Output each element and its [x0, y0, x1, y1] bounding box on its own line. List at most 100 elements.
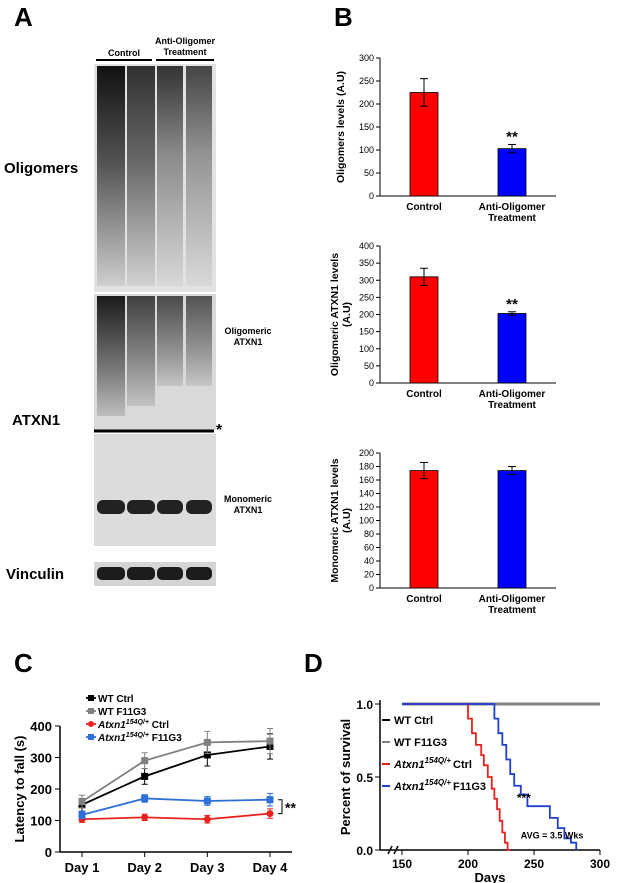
blot-atxn1-monomeric-background [94, 434, 216, 546]
B2-ytick-label: 250 [359, 292, 374, 302]
c-legend-item-2: WT F11G3 [98, 707, 147, 718]
d-xtick-label: 300 [590, 857, 610, 871]
blot-oligomers-lane-2 [127, 66, 155, 286]
c-series-line-3 [81, 812, 271, 821]
c-xtick-label: Day 2 [127, 860, 162, 875]
blot-vinculin-band-3 [157, 567, 183, 580]
c-series-line-4 [81, 797, 271, 816]
B3-ytick-label: 40 [364, 556, 374, 566]
c-legend-marker [88, 708, 94, 714]
c-point [141, 794, 149, 802]
blot-atxn1-lane-1 [97, 296, 125, 416]
chart-b3-monomeric-atxn1: 0 20 40 60 80 100 120 140 160 180 200 Monomeric ATX… [330, 448, 556, 616]
c-ylabel: Latency to fall (s) [12, 736, 27, 843]
panel-letter-b: B [334, 2, 353, 32]
blot-label-oligomeric-line2: ATXN1 [233, 337, 263, 347]
B2-ytick-label: 200 [359, 310, 374, 320]
d-ytick-label: 0.5 [356, 771, 373, 785]
B3-bar-2 [497, 470, 527, 589]
d-ylabel: Percent of survival [338, 719, 353, 835]
d-ytick-label: 0.0 [356, 844, 373, 858]
B1-significance: ** [506, 128, 518, 145]
c-legend-marker [88, 734, 94, 740]
B3-ytick-label: 180 [359, 462, 374, 472]
c-point [78, 811, 86, 819]
blot-group-treatment-line2: Treatment [163, 47, 207, 57]
blot-vinculin-band-1 [97, 567, 125, 580]
c-point [203, 797, 211, 805]
c-legend-item-3: Atxn1154Q/+ Ctrl [97, 719, 169, 731]
B1-ytick-label: 200 [359, 99, 374, 109]
d-ytick-label: 1.0 [356, 698, 373, 712]
d-legend-item-3: Atxn1154Q/+ Ctrl [393, 756, 472, 771]
c-xtick-label: Day 1 [65, 860, 100, 875]
c-ytick-label: 100 [30, 814, 52, 829]
c-significance-bracket [278, 799, 283, 815]
blot-atxn1-lane-4 [186, 296, 212, 386]
B3-category-label: Anti-Oligomer [479, 594, 546, 605]
d-annotation-avg: AVG = 3.5 Wks [521, 830, 584, 840]
B1-ylabel: Oligomers levels (A.U) [335, 71, 347, 183]
blot-oligomers-lane-4 [186, 66, 212, 286]
c-series-line-1 [81, 745, 271, 806]
B1-ytick-label: 150 [359, 122, 374, 132]
d-legend-item-1: WT Ctrl [394, 715, 433, 727]
c-series-line-2 [81, 740, 271, 803]
B1-ytick-label: 0 [369, 191, 374, 201]
B1-ytick-label: 250 [359, 76, 374, 86]
B1-ytick-label: 300 [359, 53, 374, 63]
blot-label-oligomers: Oligomers [4, 160, 79, 177]
B2-ylabel: Oligomeric ATXN1 levels [330, 253, 341, 376]
B3-ytick-label: 140 [359, 489, 374, 499]
panel-letter-a: A [14, 2, 33, 32]
c-ytick-label: 300 [30, 751, 52, 766]
blot-oligomers-lane-3 [157, 66, 183, 286]
B3-ytick-label: 120 [359, 502, 374, 512]
B1-category-label: Treatment [488, 213, 536, 224]
B2-bar-2 [497, 313, 527, 384]
chart-d-survival: 0.0 0.5 1.0 150 200 250 300 Days Percent of surv… [338, 698, 610, 883]
B2-ytick-label: 300 [359, 275, 374, 285]
western-blot-image [94, 59, 216, 586]
c-point [266, 737, 274, 745]
B1-bar-2 [497, 148, 527, 197]
c-point [141, 757, 149, 765]
blot-monomeric-band-2 [127, 500, 155, 514]
c-point [203, 815, 211, 823]
B2-ytick-label: 0 [369, 378, 374, 388]
B2-ytick-label: 150 [359, 327, 374, 337]
c-legend-item-1: WT Ctrl [98, 694, 134, 705]
panel-letter-c: C [14, 648, 33, 678]
B2-category-label: Control [406, 389, 442, 400]
blot-label-atxn1: ATXN1 [12, 412, 61, 429]
B2-bar-1 [409, 276, 439, 384]
blot-label-monomeric-line2: ATXN1 [233, 505, 263, 515]
B2-ytick-label: 400 [359, 241, 374, 251]
blot-oligomers-lane-1 [97, 66, 125, 286]
blot-label-monomeric-line1: Monomeric [223, 494, 272, 504]
B3-ytick-label: 160 [359, 475, 374, 485]
d-legend-item-2: WT F11G3 [394, 737, 447, 749]
c-legend-marker [88, 721, 94, 727]
chart-c-latency: 0 100 200 300 400 Day 1 Day 2 Day 3 Day 4 Latency… [12, 694, 296, 875]
B1-category-label: Anti-Oligomer [479, 202, 546, 213]
blot-group-control-label: Control [108, 48, 140, 58]
B3-ylabel: Monomeric ATXN1 levels [330, 458, 341, 582]
B2-significance: ** [506, 296, 518, 313]
blot-asterisk: * [216, 422, 223, 439]
c-point [78, 798, 86, 806]
blot-label-vinculin: Vinculin [6, 566, 65, 583]
B2-ytick-label: 350 [359, 258, 374, 268]
B3-ylabel: (A.U) [341, 508, 353, 533]
B3-ytick-label: 80 [364, 529, 374, 539]
blot-vinculin-band-4 [186, 567, 212, 580]
blot-group-treatment-line1: Anti-Oligomer [155, 36, 215, 46]
c-significance: ** [285, 800, 296, 816]
d-series-line-3 [402, 703, 511, 851]
d-xlabel: Days [474, 870, 505, 883]
B1-category-label: Control [406, 202, 442, 213]
blot-vinculin-band-2 [127, 567, 155, 580]
d-xtick-label: 250 [524, 857, 544, 871]
d-axis-break [387, 845, 393, 855]
B3-bar-1 [409, 470, 439, 589]
